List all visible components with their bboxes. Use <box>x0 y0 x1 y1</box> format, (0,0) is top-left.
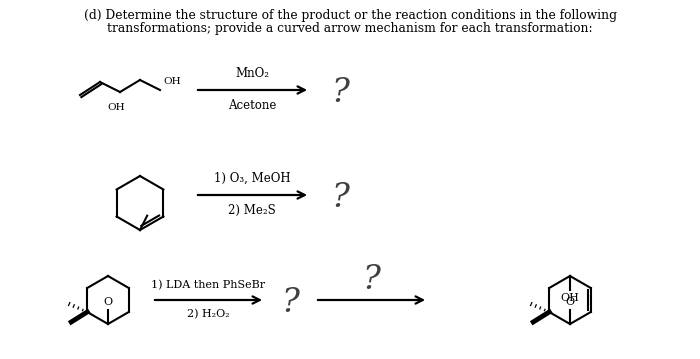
Text: 2) H₂O₂: 2) H₂O₂ <box>187 309 230 319</box>
Text: OH: OH <box>107 103 125 112</box>
Text: OH: OH <box>163 76 181 85</box>
Text: 1) LDA then PhSeBr: 1) LDA then PhSeBr <box>151 280 265 290</box>
Text: O: O <box>104 297 113 307</box>
Text: ?: ? <box>362 264 380 296</box>
Text: ?: ? <box>331 77 349 109</box>
Text: transformations; provide a curved arrow mechanism for each transformation:: transformations; provide a curved arrow … <box>107 22 593 35</box>
Text: OH: OH <box>561 293 580 303</box>
Text: 2) Me₂S: 2) Me₂S <box>228 204 276 217</box>
Text: O: O <box>566 297 575 307</box>
Text: ?: ? <box>281 287 299 319</box>
Text: Acetone: Acetone <box>228 99 276 112</box>
Text: 1) O₃, MeOH: 1) O₃, MeOH <box>214 172 290 185</box>
Text: ?: ? <box>331 182 349 214</box>
Text: MnO₂: MnO₂ <box>235 67 269 80</box>
Text: (d) Determine the structure of the product or the reaction conditions in the fol: (d) Determine the structure of the produ… <box>83 9 617 22</box>
